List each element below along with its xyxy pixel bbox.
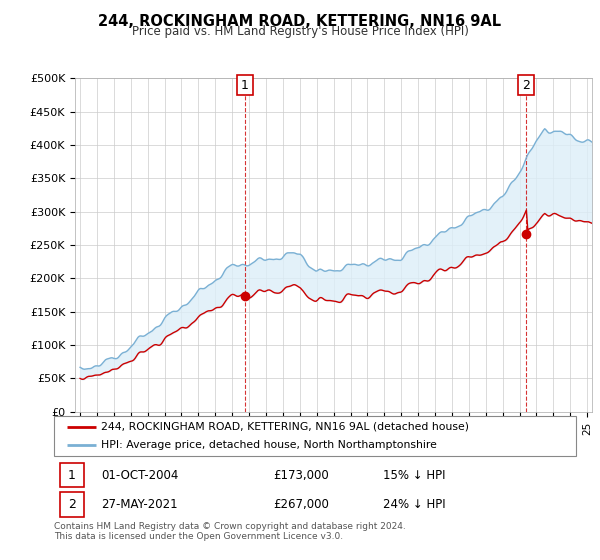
Text: 244, ROCKINGHAM ROAD, KETTERING, NN16 9AL (detached house): 244, ROCKINGHAM ROAD, KETTERING, NN16 9A… bbox=[101, 422, 469, 432]
Text: Price paid vs. HM Land Registry's House Price Index (HPI): Price paid vs. HM Land Registry's House … bbox=[131, 25, 469, 38]
Text: 15% ↓ HPI: 15% ↓ HPI bbox=[383, 469, 445, 482]
Text: 27-MAY-2021: 27-MAY-2021 bbox=[101, 498, 178, 511]
FancyBboxPatch shape bbox=[54, 416, 576, 456]
Text: 2: 2 bbox=[522, 78, 530, 92]
FancyBboxPatch shape bbox=[60, 463, 84, 487]
Text: HPI: Average price, detached house, North Northamptonshire: HPI: Average price, detached house, Nort… bbox=[101, 440, 437, 450]
Text: 1: 1 bbox=[68, 469, 76, 482]
FancyBboxPatch shape bbox=[60, 492, 84, 517]
Text: 1: 1 bbox=[241, 78, 249, 92]
Text: 01-OCT-2004: 01-OCT-2004 bbox=[101, 469, 178, 482]
Text: 2: 2 bbox=[68, 498, 76, 511]
Text: £267,000: £267,000 bbox=[273, 498, 329, 511]
Text: Contains HM Land Registry data © Crown copyright and database right 2024.
This d: Contains HM Land Registry data © Crown c… bbox=[54, 522, 406, 542]
Text: 24% ↓ HPI: 24% ↓ HPI bbox=[383, 498, 445, 511]
Text: 244, ROCKINGHAM ROAD, KETTERING, NN16 9AL: 244, ROCKINGHAM ROAD, KETTERING, NN16 9A… bbox=[98, 14, 502, 29]
Text: £173,000: £173,000 bbox=[273, 469, 329, 482]
